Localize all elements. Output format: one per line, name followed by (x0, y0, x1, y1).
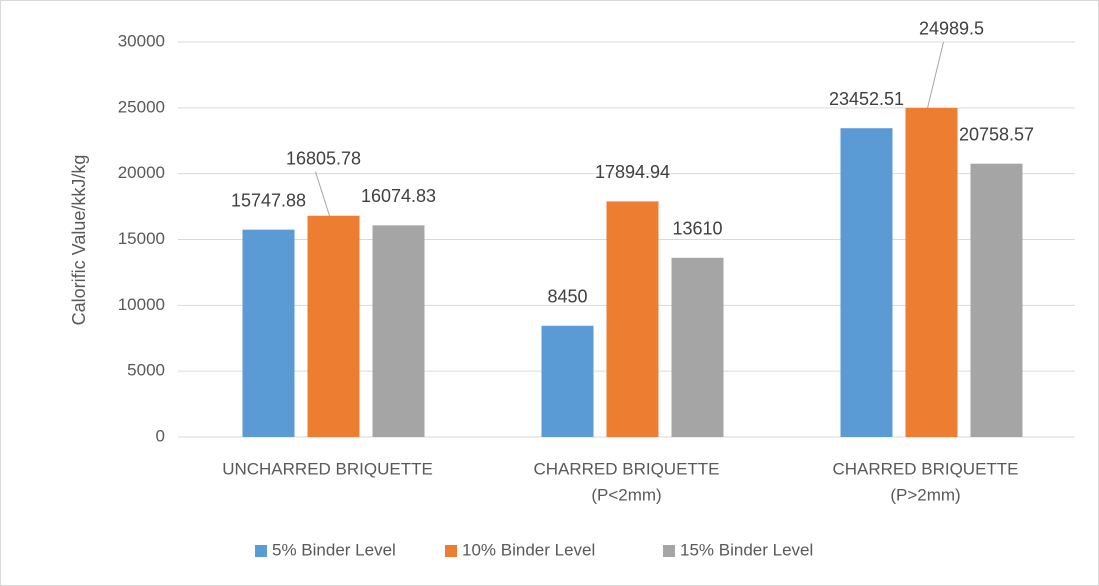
y-tick-label: 10000 (118, 295, 165, 314)
data-label: 13610 (672, 219, 722, 239)
bar (307, 215, 360, 437)
bar (970, 163, 1023, 437)
y-tick-label: 5000 (127, 361, 165, 380)
bar (541, 325, 594, 437)
leader-line (927, 41, 944, 109)
bar (606, 201, 659, 437)
legend-label: 10% Binder Level (462, 540, 595, 559)
y-tick-label: 15000 (118, 229, 165, 248)
data-label: 16805.78 (286, 148, 361, 168)
x-tick-label: UNCHARRED BRIQUETTE (222, 459, 433, 478)
x-tick-label: (P<2mm) (591, 485, 661, 504)
y-tick-label: 20000 (118, 163, 165, 182)
data-label: 24989.5 (919, 19, 984, 39)
leader-line (315, 171, 330, 216)
x-tick-label: CHARRED BRIQUETTE (533, 459, 719, 478)
x-tick-label: CHARRED BRIQUETTE (832, 459, 1018, 478)
bar (671, 257, 724, 437)
y-tick-label: 0 (156, 426, 165, 445)
data-label: 8450 (547, 286, 587, 306)
legend-label: 15% Binder Level (680, 540, 813, 559)
data-label: 23452.51 (829, 89, 904, 109)
bar (840, 128, 893, 437)
bar (242, 229, 295, 437)
data-label: 16074.83 (361, 186, 436, 206)
legend-swatch (445, 545, 457, 557)
data-label: 17894.94 (595, 162, 670, 182)
legend-swatch (255, 545, 267, 557)
data-label: 15747.88 (231, 190, 306, 210)
x-tick-label: (P>2mm) (890, 485, 960, 504)
bar (372, 225, 425, 437)
y-axis-title: Calorific Value/kkJ/kg (69, 155, 89, 326)
y-tick-label: 30000 (118, 31, 165, 50)
legend-swatch (663, 545, 675, 557)
bar (905, 107, 958, 437)
data-label: 20758.57 (959, 124, 1034, 144)
y-tick-label: 25000 (118, 97, 165, 116)
legend-label: 5% Binder Level (272, 540, 396, 559)
